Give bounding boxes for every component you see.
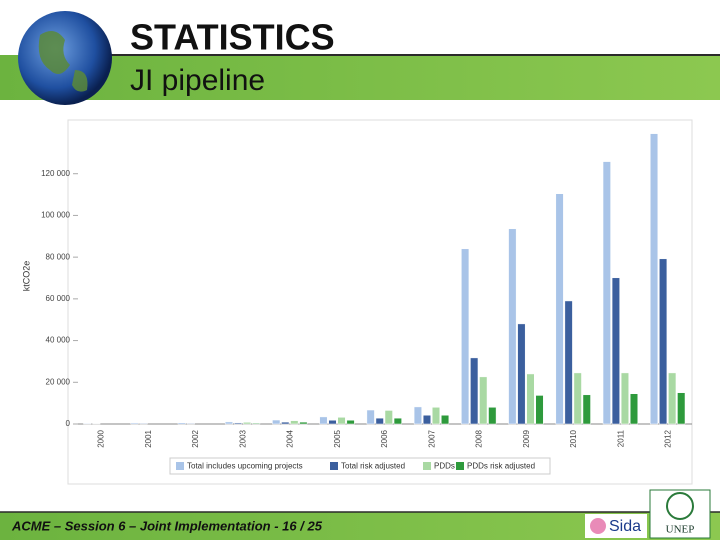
bar [234, 423, 242, 424]
x-tick-label: 2005 [333, 429, 342, 447]
title: STATISTICS [130, 17, 335, 58]
y-axis-label: ktCO2e [21, 261, 31, 292]
x-tick-label: 2006 [380, 429, 389, 447]
bar [603, 162, 611, 424]
bar [583, 395, 591, 424]
bar [650, 134, 658, 424]
x-tick-label: 2002 [191, 429, 200, 447]
bar [385, 410, 393, 424]
y-tick-label: 20 000 [46, 377, 71, 386]
legend-label: PDDs risk adjusted [467, 462, 535, 471]
y-tick-label: 40 000 [46, 336, 71, 345]
legend-swatch [176, 462, 184, 470]
bar [574, 373, 582, 424]
bar [272, 420, 280, 424]
bar [668, 373, 676, 424]
bar [243, 422, 251, 424]
bar [131, 423, 139, 424]
bar [347, 420, 355, 424]
bar [518, 324, 526, 424]
bar [489, 407, 497, 424]
x-tick-label: 2012 [663, 429, 672, 447]
bar [320, 417, 328, 424]
x-tick-label: 2004 [286, 429, 295, 447]
y-tick-label: 80 000 [46, 252, 71, 261]
bar [536, 395, 544, 424]
footer-text: ACME – Session 6 – Joint Implementation … [11, 518, 323, 533]
bar [367, 410, 375, 424]
bar [178, 423, 186, 424]
bar [394, 418, 402, 424]
bar [479, 377, 487, 424]
bar [527, 374, 535, 424]
bar [509, 229, 517, 424]
y-tick-label: 0 [66, 419, 71, 428]
x-tick-label: 2009 [522, 429, 531, 447]
bar [630, 394, 638, 424]
x-tick-label: 2000 [97, 429, 106, 447]
bar [338, 417, 346, 424]
bar [565, 301, 573, 424]
bar [556, 194, 564, 424]
bar [300, 422, 308, 424]
legend-label: Total risk adjusted [341, 462, 405, 471]
y-tick-label: 60 000 [46, 294, 71, 303]
bar [84, 423, 92, 424]
bar [432, 407, 440, 424]
bar [659, 259, 667, 424]
x-tick-label: 2010 [569, 429, 578, 447]
x-tick-label: 2007 [427, 429, 436, 447]
x-tick-label: 2003 [238, 429, 247, 447]
legend-swatch [330, 462, 338, 470]
bar [470, 358, 478, 424]
sida-logo-mark [590, 518, 606, 534]
sida-logo: Sida [609, 518, 641, 535]
bar [423, 415, 431, 424]
y-tick-label: 120 000 [41, 169, 70, 178]
bar [291, 421, 299, 424]
bar [612, 278, 620, 424]
bar [621, 373, 629, 424]
bar [329, 420, 337, 424]
bar [252, 423, 260, 424]
x-tick-label: 2011 [616, 429, 625, 447]
bar [441, 415, 449, 424]
x-tick-label: 2008 [475, 429, 484, 447]
bar [225, 422, 233, 424]
bar [187, 423, 195, 424]
unep-logo: UNEP [666, 524, 695, 536]
bar [376, 418, 384, 424]
legend-swatch [456, 462, 464, 470]
legend-swatch [423, 462, 431, 470]
bar [677, 393, 685, 424]
legend-label: PDDs [434, 462, 455, 471]
bar [140, 423, 148, 424]
bar [281, 422, 289, 424]
y-tick-label: 100 000 [41, 211, 70, 220]
bar [414, 407, 422, 424]
bar [461, 249, 469, 424]
legend-label: Total includes upcoming projects [187, 462, 303, 471]
subtitle: JI pipeline [130, 64, 265, 97]
chart-frame [68, 120, 692, 484]
x-tick-label: 2001 [144, 429, 153, 447]
